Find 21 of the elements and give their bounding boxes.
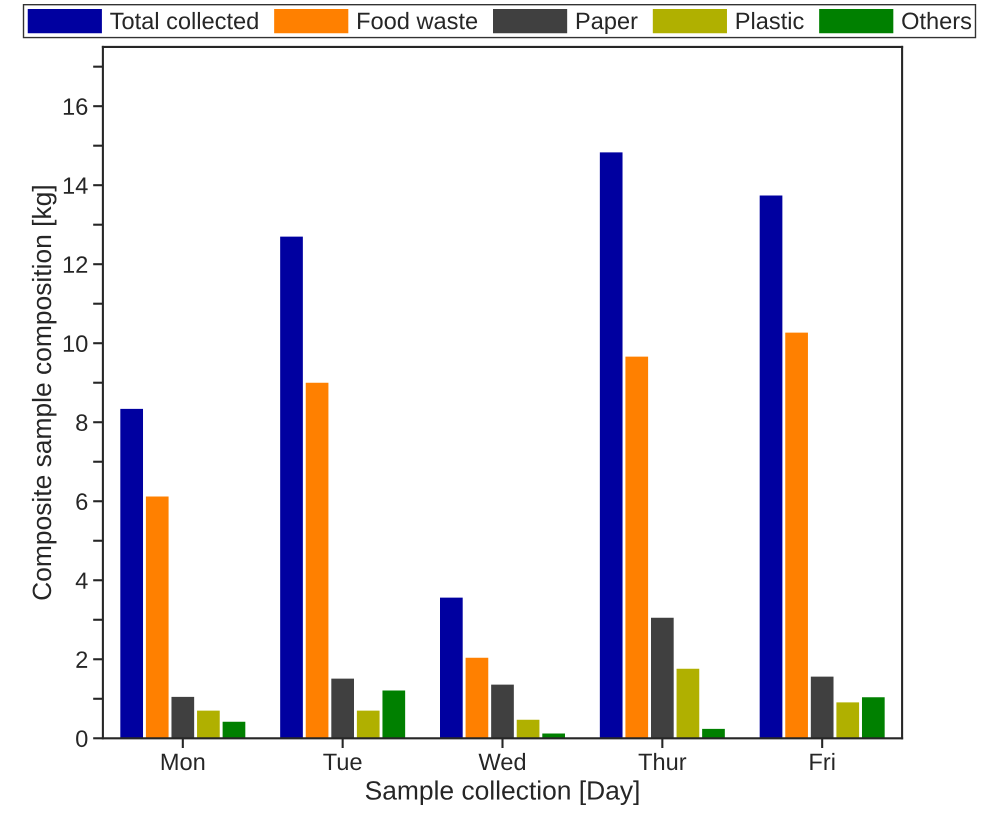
legend-label: Total collected <box>110 12 258 30</box>
x-tick-label: Thur <box>638 752 686 770</box>
legend-label: Others <box>902 12 972 30</box>
x-tick-label: Mon <box>162 754 204 770</box>
legend-label: Plastic <box>736 12 804 30</box>
y-tick-label: 12 <box>64 256 88 273</box>
x-axis-title: Sample collection [Day] <box>366 780 638 806</box>
y-tick-label: 10 <box>64 335 88 352</box>
x-tick-label: Fri <box>810 752 834 770</box>
y-tick-label: 4 <box>76 572 88 589</box>
x-tick-label: Tue <box>323 754 362 770</box>
legend-label: Paper <box>576 12 638 34</box>
y-tick-label: 16 <box>64 98 88 115</box>
y-axis-title: Composite sample composition [kg] <box>32 186 56 600</box>
x-tick-label: Wed <box>478 752 526 770</box>
y-tick-label: 6 <box>76 493 88 510</box>
y-tick-label: 8 <box>76 414 88 432</box>
y-tick-label: 14 <box>64 178 88 194</box>
y-tick-label: 0 <box>76 730 88 748</box>
legend-label: Food waste <box>358 12 478 30</box>
y-tick-label: 2 <box>76 651 88 668</box>
